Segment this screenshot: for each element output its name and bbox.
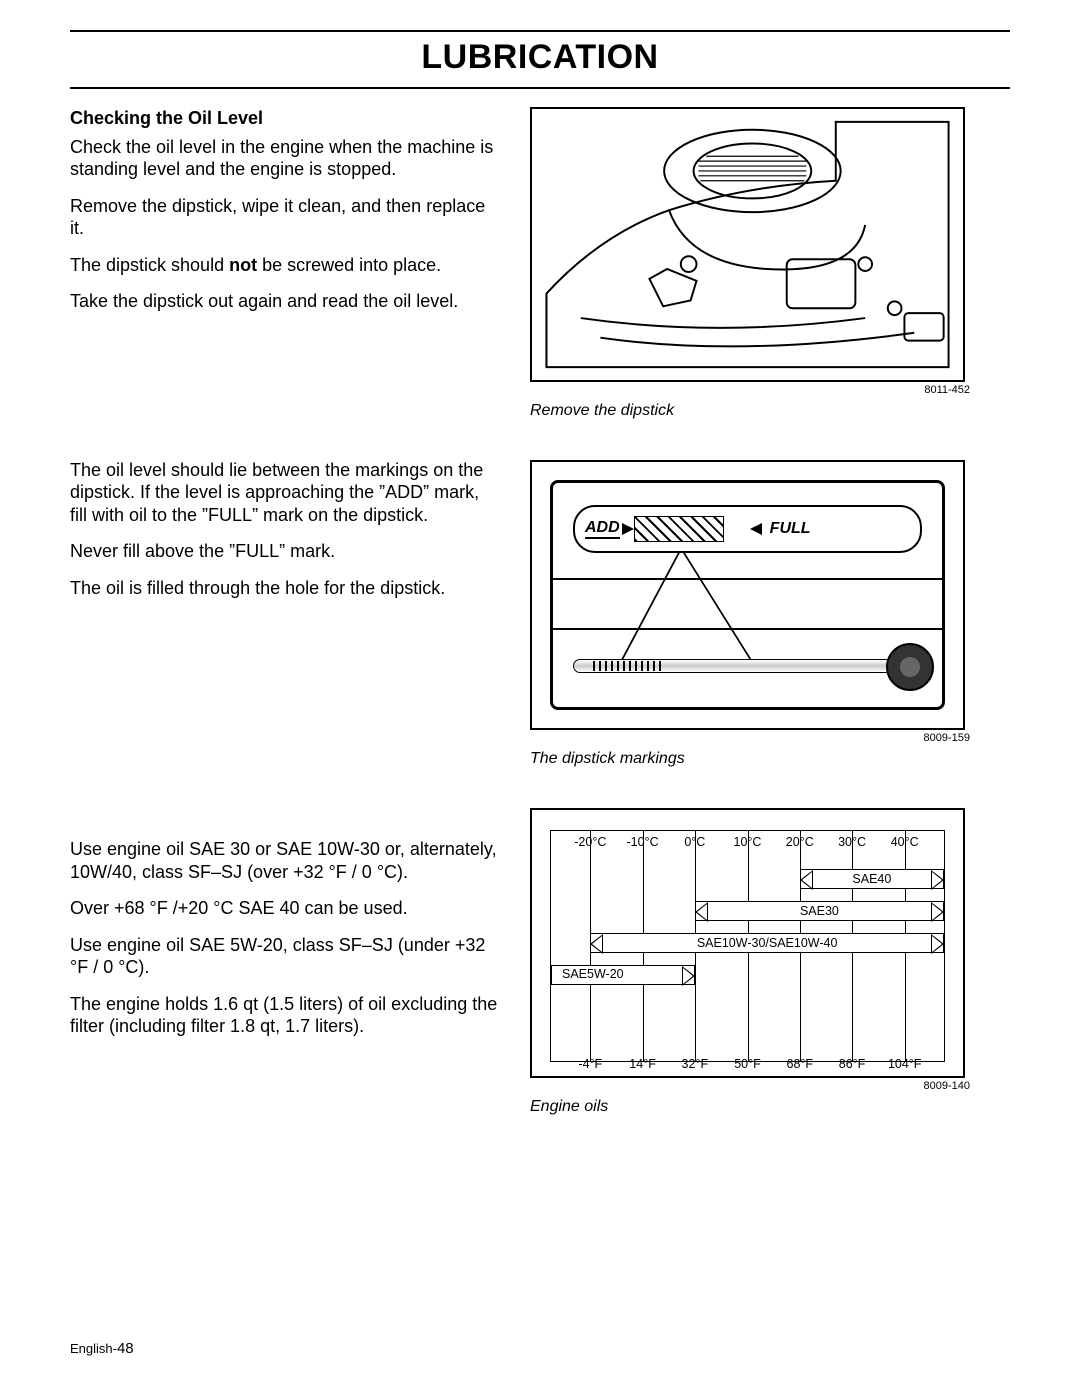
figure-3-number: 8009-140 [530, 1080, 970, 1092]
dipstick-zoom: ADD FULL [573, 505, 922, 553]
dipstick-cap [886, 643, 934, 691]
para-5: The oil level should lie between the mar… [70, 459, 500, 527]
footer-page-number: 48 [117, 1340, 134, 1357]
para-9: Over +68 °F /+20 °C SAE 40 can be used. [70, 897, 500, 920]
spacer-1 [70, 327, 500, 459]
arrow-right-icon [622, 523, 634, 535]
subheading-check-oil: Checking the Oil Level [70, 107, 500, 130]
figure-3: -20°C-10°C0°C10°C20°C30°C40°C -4°F14°F32… [530, 808, 970, 1116]
page-title: LUBRICATION [70, 32, 1010, 87]
figure-1-number: 8011-452 [530, 384, 970, 396]
oil-bar-label: SAE30 [800, 901, 839, 921]
oil-viscosity-chart: -20°C-10°C0°C10°C20°C30°C40°C -4°F14°F32… [550, 830, 945, 1062]
spacer-2 [70, 613, 500, 838]
figure-3-caption: Engine oils [530, 1098, 970, 1116]
para-6: Never fill above the ”FULL” mark. [70, 540, 500, 563]
oil-bar: SAE5W-20 [551, 965, 695, 985]
footer-lang: English- [70, 1341, 117, 1356]
arrow-left-icon [590, 934, 603, 954]
divider-2 [553, 628, 942, 630]
dipstick-marks [593, 661, 663, 671]
add-label: ADD [585, 519, 620, 539]
figure-1-box [530, 107, 965, 382]
arrow-left-icon [750, 523, 762, 535]
para-10: Use engine oil SAE 5W-20, class SF–SJ (u… [70, 934, 500, 979]
para-8: Use engine oil SAE 30 or SAE 10W-30 or, … [70, 838, 500, 883]
arrow-right-icon [931, 934, 944, 954]
oil-bar: SAE10W-30/SAE10W-40 [590, 933, 944, 953]
arrow-right-icon [931, 870, 944, 890]
oil-bar: SAE30 [695, 901, 944, 921]
rule-bottom [70, 87, 1010, 89]
projection-line-1 [618, 553, 680, 665]
para-3a: The dipstick should [70, 255, 229, 275]
figure-1: 8011-452 Remove the dipstick [530, 107, 970, 420]
para-11: The engine holds 1.6 qt (1.5 liters) of … [70, 993, 500, 1038]
oil-bar-label: SAE40 [852, 869, 891, 889]
para-2: Remove the dipstick, wipe it clean, and … [70, 195, 500, 240]
engine-illustration [540, 117, 955, 372]
arrow-right-icon [931, 902, 944, 922]
figure-1-caption: Remove the dipstick [530, 402, 970, 420]
arrow-left-icon [695, 902, 708, 922]
para-7: The oil is filled through the hole for t… [70, 577, 500, 600]
content-columns: Checking the Oil Level Check the oil lev… [70, 107, 1010, 1156]
arrow-right-icon [682, 966, 695, 986]
page-footer: English-48 [70, 1340, 134, 1357]
oil-bar-label: SAE10W-30/SAE10W-40 [697, 933, 838, 953]
figure-3-box: -20°C-10°C0°C10°C20°C30°C40°C -4°F14°F32… [530, 808, 965, 1078]
para-3: The dipstick should not be screwed into … [70, 254, 500, 277]
figure-2-box: ADD FULL [530, 460, 965, 730]
para-4: Take the dipstick out again and read the… [70, 290, 500, 313]
arrow-left-icon [800, 870, 813, 890]
right-column: 8011-452 Remove the dipstick ADD FULL [530, 107, 970, 1156]
para-3-bold: not [229, 255, 257, 275]
oil-bar: SAE40 [800, 869, 944, 889]
full-label: FULL [770, 520, 811, 538]
oil-bar-label: SAE5W-20 [562, 967, 624, 981]
figure-2-number: 8009-159 [530, 732, 970, 744]
left-column: Checking the Oil Level Check the oil lev… [70, 107, 500, 1156]
para-3c: be screwed into place. [257, 255, 441, 275]
divider-1 [553, 578, 942, 580]
figure-2: ADD FULL 8009-159 The dipstick ma [530, 460, 970, 768]
hatch-range [634, 516, 724, 542]
projection-line-2 [683, 553, 755, 665]
dipstick-diagram: ADD FULL [550, 480, 945, 710]
figure-2-caption: The dipstick markings [530, 750, 970, 768]
para-1: Check the oil level in the engine when t… [70, 136, 500, 181]
